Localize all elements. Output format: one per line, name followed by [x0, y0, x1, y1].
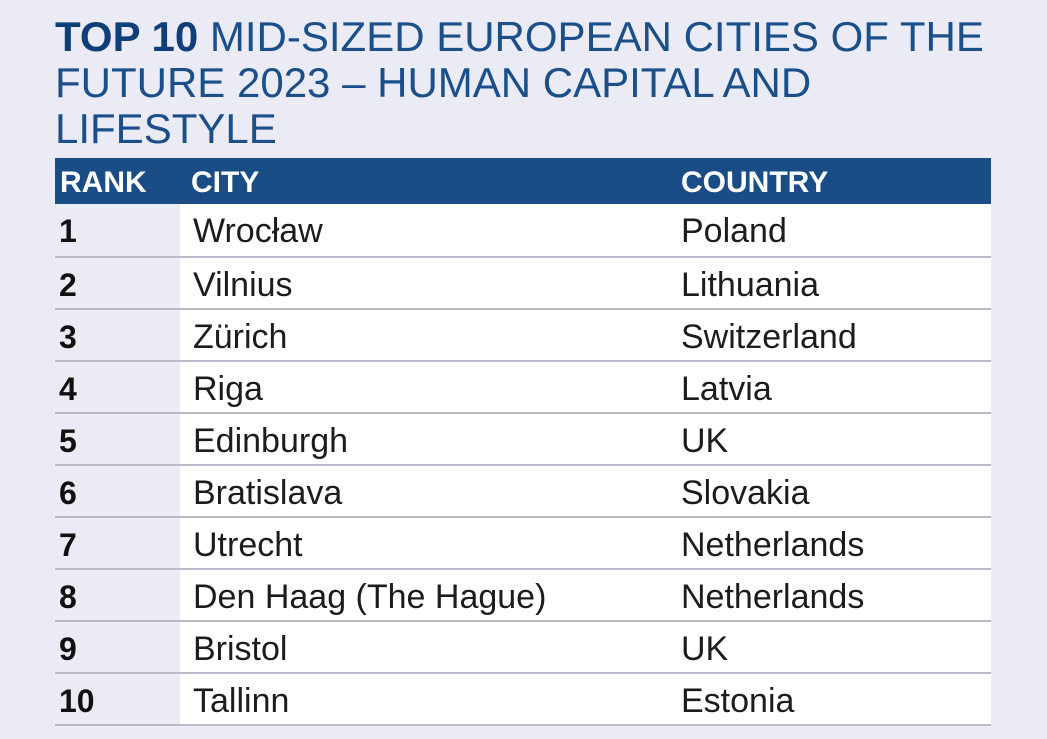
rank-cell: 1: [55, 204, 180, 256]
table-row: 4 Riga Latvia: [55, 362, 991, 414]
city-cell: Wrocław: [180, 204, 677, 256]
country-cell: Latvia: [677, 362, 991, 412]
city-cell: Utrecht: [180, 518, 677, 568]
country-cell: Netherlands: [677, 570, 991, 620]
rankings-table: RANK CITY COUNTRY 1 Wrocław Poland 2 Vil…: [55, 158, 991, 726]
country-cell: Slovakia: [677, 466, 991, 516]
table-row: 2 Vilnius Lithuania: [55, 258, 991, 310]
country-cell: Switzerland: [677, 310, 991, 360]
rank-cell: 2: [55, 258, 180, 308]
rank-cell: 5: [55, 414, 180, 464]
city-cell: Vilnius: [180, 258, 677, 308]
city-cell: Zürich: [180, 310, 677, 360]
table-row: 3 Zürich Switzerland: [55, 310, 991, 362]
table-row: 5 Edinburgh UK: [55, 414, 991, 466]
city-cell: Den Haag (The Hague): [180, 570, 677, 620]
header-city: CITY: [191, 166, 260, 199]
country-cell: UK: [677, 414, 991, 464]
country-cell: UK: [677, 622, 991, 672]
rank-cell: 10: [55, 674, 180, 724]
rank-cell: 8: [55, 570, 180, 620]
header-country: COUNTRY: [681, 166, 829, 199]
rank-cell: 3: [55, 310, 180, 360]
table-row: 8 Den Haag (The Hague) Netherlands: [55, 570, 991, 622]
country-cell: Netherlands: [677, 518, 991, 568]
city-cell: Bristol: [180, 622, 677, 672]
city-cell: Edinburgh: [180, 414, 677, 464]
country-cell: Lithuania: [677, 258, 991, 308]
title-rest: MID-SIZED EUROPEAN CITIES OF THE FUTURE …: [55, 13, 984, 152]
country-cell: Estonia: [677, 674, 991, 724]
table-row: 10 Tallinn Estonia: [55, 674, 991, 726]
header-rank: RANK: [60, 166, 147, 199]
country-cell: Poland: [677, 204, 991, 256]
title-lead: TOP 10: [55, 13, 199, 60]
table-row: 7 Utrecht Netherlands: [55, 518, 991, 570]
table-body: 1 Wrocław Poland 2 Vilnius Lithuania 3 Z…: [55, 204, 991, 726]
rank-cell: 7: [55, 518, 180, 568]
table-row: 9 Bristol UK: [55, 622, 991, 674]
table-row: 6 Bratislava Slovakia: [55, 466, 991, 518]
page-title: TOP 10 MID-SIZED EUROPEAN CITIES OF THE …: [55, 14, 1015, 152]
rank-cell: 6: [55, 466, 180, 516]
table-row: 1 Wrocław Poland: [55, 204, 991, 258]
table-header: RANK CITY COUNTRY: [55, 158, 991, 204]
city-cell: Bratislava: [180, 466, 677, 516]
city-cell: Tallinn: [180, 674, 677, 724]
city-cell: Riga: [180, 362, 677, 412]
rank-cell: 4: [55, 362, 180, 412]
rank-cell: 9: [55, 622, 180, 672]
